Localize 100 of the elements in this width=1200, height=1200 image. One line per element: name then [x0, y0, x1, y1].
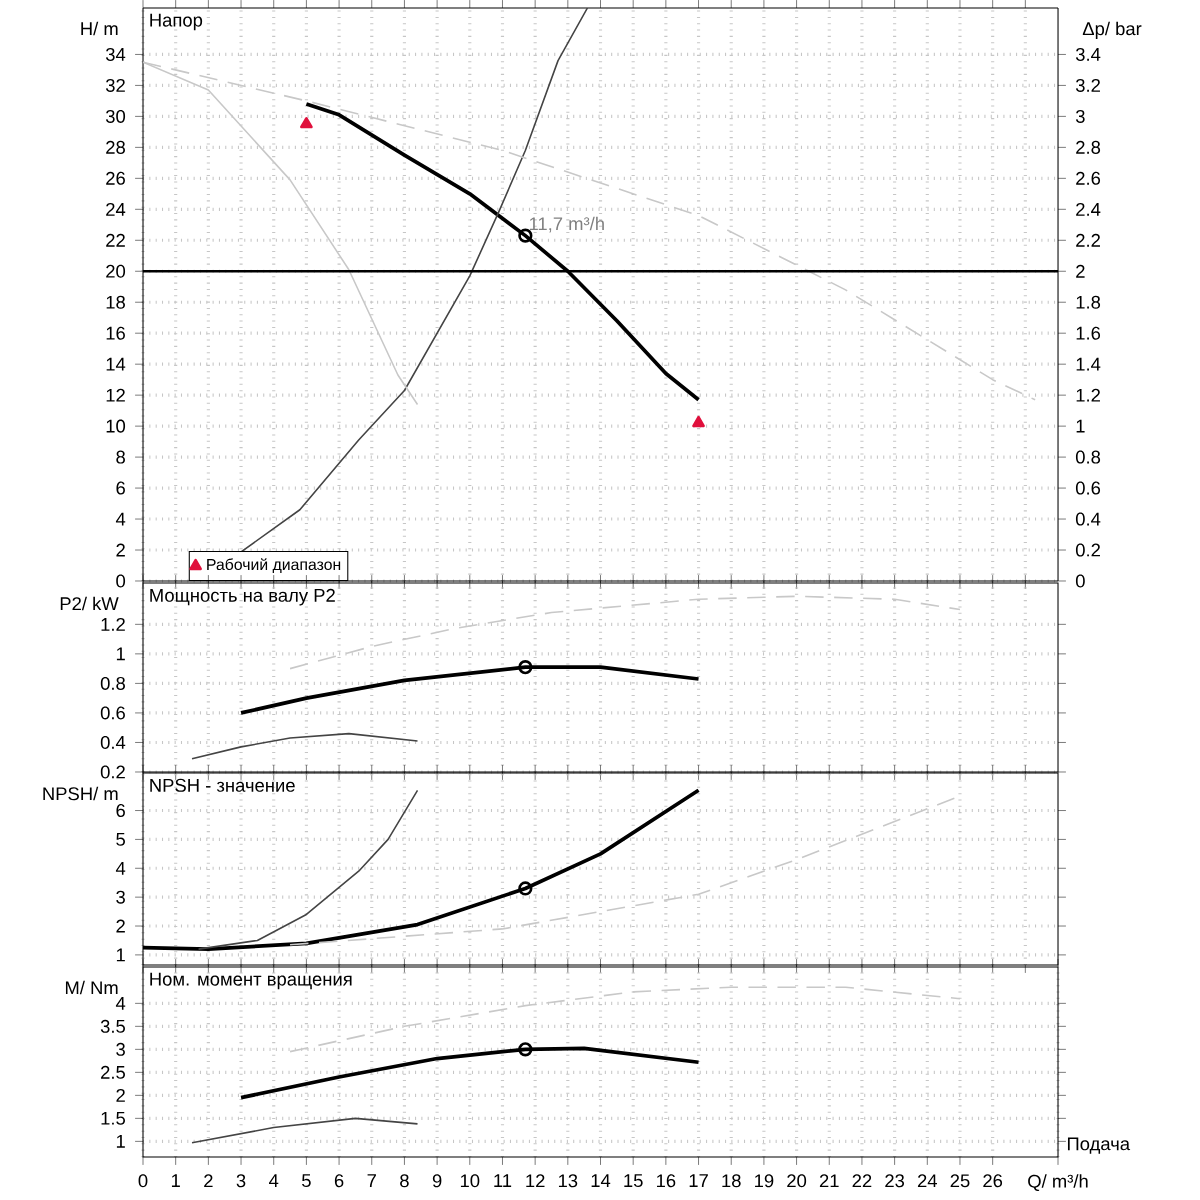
- y-tick-label: 5: [116, 832, 125, 846]
- x-tick-label: 2: [204, 1174, 213, 1188]
- y2-axis-title: Δp/ bar: [1082, 21, 1142, 39]
- point: [300, 117, 313, 129]
- y2-tick-label: 1.6: [1076, 326, 1101, 340]
- y-tick-label: 18: [106, 295, 125, 309]
- y2-tick-label: 2.6: [1076, 171, 1101, 185]
- y-tick-label: 2: [116, 543, 125, 557]
- line-series: [239, 1046, 701, 1100]
- y2-tick-label: 2.8: [1076, 140, 1101, 154]
- y-tick-label: 3: [116, 1042, 125, 1056]
- y2-tick-label: 0.4: [1075, 512, 1101, 526]
- annotation: 11,7 m³/h: [529, 216, 604, 233]
- y-tick-label: 16: [106, 326, 125, 340]
- y-tick-label: 6: [116, 804, 125, 818]
- y2-tick-label: 0.8: [1075, 450, 1101, 464]
- y-tick-label: 0.4: [100, 735, 126, 749]
- x-tick-label: 20: [787, 1174, 807, 1188]
- y-axis-title: P2/ kW: [60, 596, 119, 611]
- y-tick-label: 32: [105, 78, 125, 92]
- x-tick-label: 1: [171, 1174, 180, 1187]
- y-tick-label: 2: [116, 919, 125, 933]
- y-tick-label: 14: [106, 357, 126, 371]
- y2-tick-label: 1.4: [1076, 357, 1101, 371]
- y2-tick-label: 1.8: [1076, 295, 1101, 309]
- y-tick-label: 30: [105, 109, 126, 123]
- x-tick-label: 14: [591, 1174, 611, 1187]
- x-tick-label: 4: [269, 1174, 279, 1187]
- x-tick-label: Q/ m³/h: [1028, 1174, 1088, 1192]
- y-tick-label: 4: [115, 997, 126, 1010]
- x-tick-label: 5: [302, 1174, 311, 1188]
- y2-tick-label: 0.2: [1075, 543, 1100, 557]
- chart-title: Мощность на валу P2: [150, 588, 335, 606]
- y2-tick-label: 3.2: [1075, 78, 1100, 92]
- y2-tick-label: 0.6: [1075, 481, 1101, 495]
- x-tick-label: 26: [983, 1174, 1003, 1188]
- y-tick-label: 26: [106, 171, 125, 185]
- point: [692, 415, 705, 428]
- x-tick-label: 3: [236, 1174, 246, 1188]
- y-axis-title: H/ m: [81, 21, 118, 36]
- y-tick-label: 1.5: [101, 1111, 125, 1125]
- y2-tick-label: 0: [1075, 574, 1085, 588]
- x-tick-label: 23: [885, 1174, 905, 1188]
- y2-tick-label: 2.4: [1076, 202, 1101, 216]
- y-tick-label: 4: [115, 512, 126, 526]
- y-tick-label: 3: [116, 890, 125, 904]
- y-tick-label: 34: [105, 47, 126, 61]
- x-tick-label: 10: [460, 1174, 480, 1188]
- y-tick-label: 6: [116, 481, 125, 495]
- x-tick-label: 7: [367, 1174, 376, 1187]
- x-tick-label: 17: [689, 1174, 708, 1187]
- x-tick-label: 13: [558, 1174, 578, 1188]
- x-tick-label: 24: [917, 1174, 938, 1188]
- y-tick-label: 10: [106, 419, 126, 433]
- y-tick-label: 2: [116, 1088, 125, 1102]
- chart-title: NPSH - значение: [150, 778, 295, 792]
- line-series: [191, 1117, 419, 1144]
- y2-tick-label: 2: [1076, 264, 1085, 278]
- y2-tick-label: 3.4: [1075, 47, 1101, 61]
- y-tick-label: 0.2: [100, 765, 125, 779]
- y-tick-label: 8: [116, 450, 125, 464]
- x-tick-label: 11: [494, 1174, 512, 1187]
- chart-title: Напор: [150, 13, 203, 31]
- y-tick-label: 3.5: [100, 1019, 125, 1033]
- y-tick-label: 1.2: [101, 617, 125, 631]
- y-axis-title: M/ Nm: [65, 980, 118, 995]
- x-tick-label: 18: [722, 1174, 741, 1188]
- y-tick-label: 20: [106, 264, 126, 278]
- y2-tick-label: 1.2: [1076, 388, 1100, 402]
- x-tick-label: 15: [624, 1174, 643, 1188]
- y-tick-label: 2.5: [101, 1065, 125, 1079]
- x-tick-label: 16: [657, 1174, 676, 1188]
- x-tick-label: 6: [334, 1174, 344, 1188]
- y2-tick-label: 1: [1076, 419, 1085, 433]
- y-tick-label: 0.6: [100, 706, 125, 720]
- x-tick-label: 9: [432, 1174, 442, 1188]
- y-tick-label: 22: [106, 233, 125, 247]
- y-tick-label: 28: [106, 140, 125, 154]
- x-tick-label: 19: [755, 1174, 774, 1188]
- x-tick-label: 25: [950, 1174, 970, 1188]
- y-tick-label: 0.8: [100, 676, 125, 690]
- y2-tick-label: 3: [1075, 109, 1085, 123]
- x-tick-label: 21: [819, 1174, 839, 1188]
- x-tick-label: 12: [526, 1174, 545, 1188]
- chart-title: Ном. момент вращения: [150, 972, 352, 990]
- x-tick-label: 22: [852, 1174, 872, 1188]
- line-series: [191, 732, 419, 760]
- y-tick-label: 1: [116, 647, 125, 661]
- y2-tick-label: 2.2: [1076, 233, 1100, 247]
- y-tick-label: 24: [106, 202, 126, 216]
- y-tick-label: 12: [106, 388, 125, 402]
- legend-label: Рабочий диапазон: [207, 558, 341, 574]
- y-tick-label: 0: [116, 574, 126, 588]
- y-tick-label: 1: [116, 1135, 125, 1148]
- y-tick-label: 1: [116, 948, 125, 962]
- x-tick-label: 8: [400, 1174, 409, 1188]
- y-axis-title: NPSH/ m: [43, 786, 118, 801]
- x-axis-title: Подача: [1067, 1137, 1131, 1154]
- x-tick-label: 0: [138, 1174, 148, 1188]
- y-tick-label: 4: [115, 861, 126, 875]
